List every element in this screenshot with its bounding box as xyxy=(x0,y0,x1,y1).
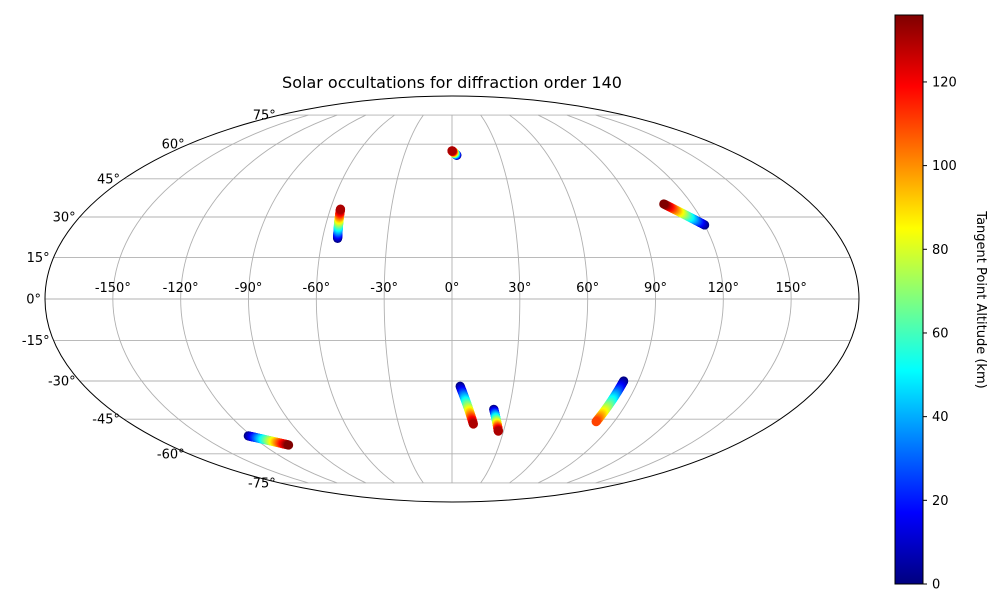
latitude-tick-label: -75° xyxy=(248,476,276,491)
colorbar xyxy=(894,14,924,585)
longitude-tick-label: 30° xyxy=(508,281,531,296)
longitude-tick-label: -90° xyxy=(235,281,263,296)
colorbar-label: Tangent Point Altitude (km) xyxy=(973,210,988,388)
latitude-tick-label: 30° xyxy=(53,210,76,225)
colorbar-tick-label: 0 xyxy=(932,578,940,593)
latitude-tick-label: 60° xyxy=(162,138,185,153)
longitude-tick-label: 0° xyxy=(445,281,460,296)
occultation-point xyxy=(468,419,478,429)
latitude-tick-label: -15° xyxy=(22,334,50,349)
longitude-tick-label: 90° xyxy=(644,281,667,296)
chart-title: Solar occultations for diffraction order… xyxy=(282,73,622,92)
latitude-tick-labels: -75° -60° -45° -30° -15° 0° 15° 30° 45° 60° 75° xyxy=(22,109,276,492)
colorbar-tick-label: 100 xyxy=(932,159,957,174)
occultation-point xyxy=(447,146,457,156)
latitude-tick-label: -45° xyxy=(92,413,120,428)
longitude-tick-labels: -150° -120° -90° -60° -30° 0° 30° 60° 90° 120° 150… xyxy=(95,281,807,296)
longitude-tick-label: -60° xyxy=(302,281,330,296)
colorbar-tick-label: 40 xyxy=(932,410,949,425)
latitude-tick-label: -30° xyxy=(48,375,76,390)
occultation-point xyxy=(659,199,669,209)
colorbar-ticks: 0 20 40 60 80 100 120 xyxy=(923,75,957,593)
map-boundary xyxy=(44,95,860,503)
latitude-tick-label: 0° xyxy=(26,293,41,308)
occultation-point xyxy=(284,440,294,450)
latitude-tick-label: 75° xyxy=(253,109,276,124)
occultation-point xyxy=(493,426,503,436)
longitude-tick-label: 60° xyxy=(576,281,599,296)
longitude-tick-label: 120° xyxy=(708,281,739,296)
colorbar-tick-label: 60 xyxy=(932,326,949,341)
colorbar-tick-label: 80 xyxy=(932,243,949,258)
colorbar-tick-label: 120 xyxy=(932,75,957,90)
occultation-points xyxy=(243,146,710,450)
colorbar-tick-label: 20 xyxy=(932,494,949,509)
longitude-tick-label: -30° xyxy=(370,281,398,296)
occultation-point xyxy=(335,204,346,214)
latitude-tick-label: -60° xyxy=(157,447,185,462)
map-outline xyxy=(44,95,860,503)
latitude-tick-label: 15° xyxy=(27,251,50,266)
occultation-point xyxy=(591,417,601,427)
longitude-tick-label: -150° xyxy=(95,281,131,296)
map-grid xyxy=(45,114,859,484)
longitude-tick-label: -120° xyxy=(163,281,199,296)
longitude-tick-label: 150° xyxy=(776,281,807,296)
latitude-tick-label: 45° xyxy=(97,172,120,187)
